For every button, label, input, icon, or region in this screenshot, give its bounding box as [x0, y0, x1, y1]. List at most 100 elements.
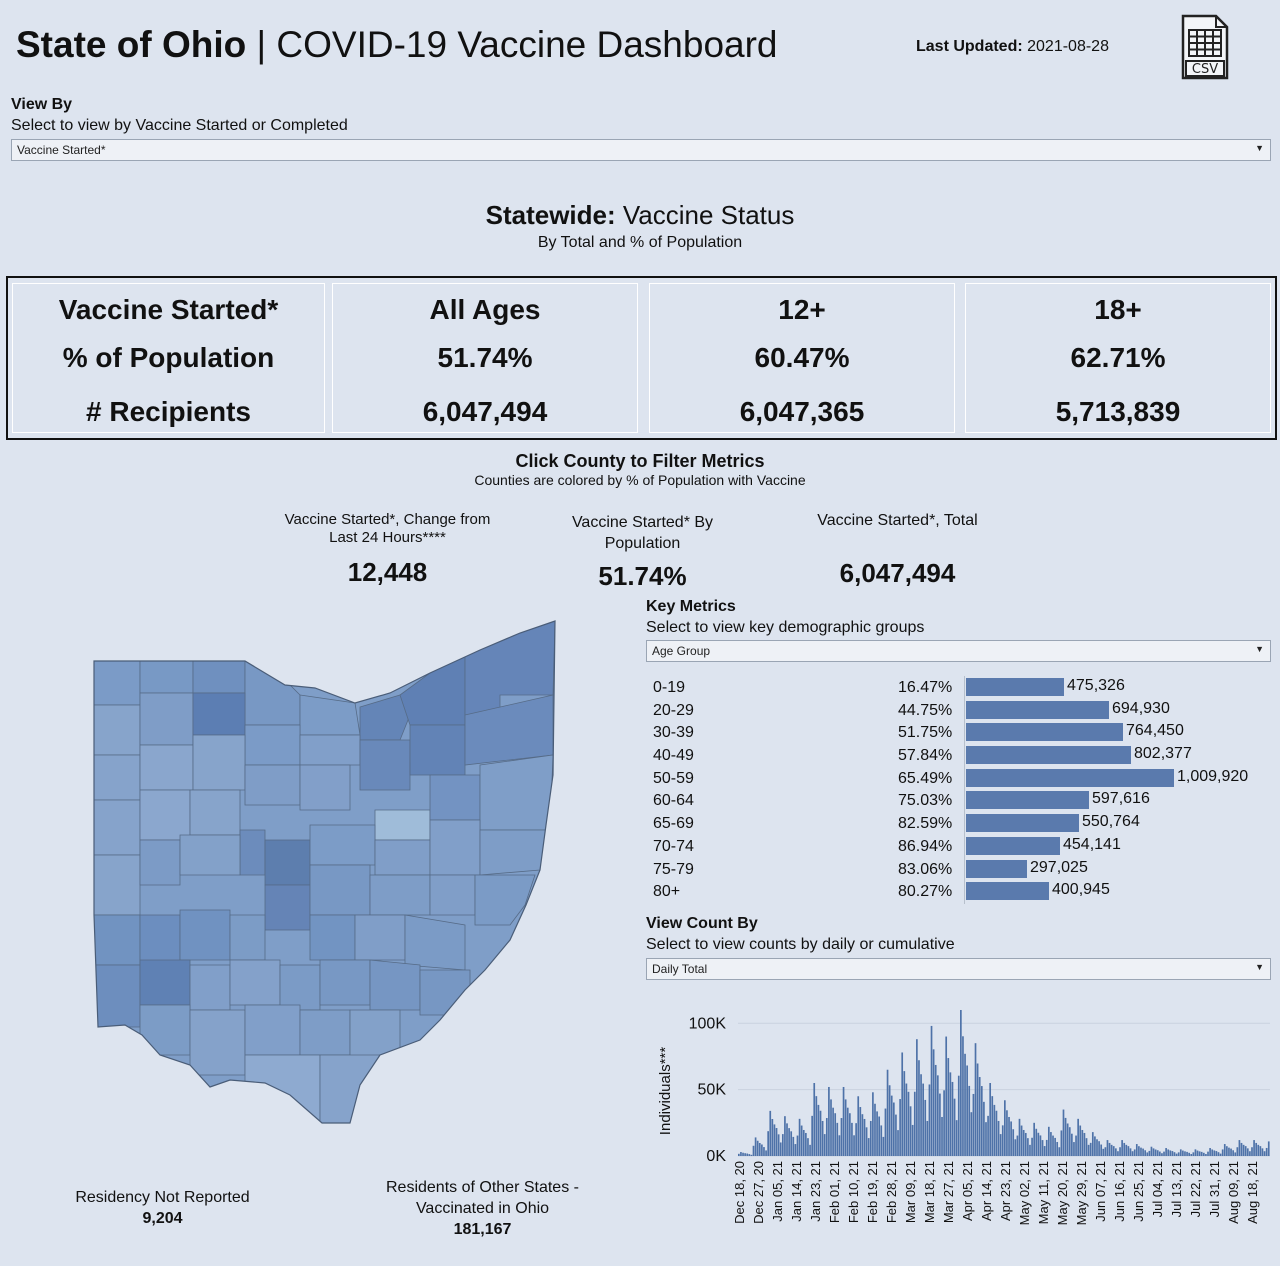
county[interactable]	[349, 1009, 401, 1061]
age-group-bar[interactable]	[966, 746, 1131, 765]
county[interactable]	[189, 1009, 246, 1076]
daily-bar	[815, 1096, 818, 1156]
daily-bar	[1161, 1153, 1163, 1156]
county[interactable]	[139, 744, 194, 791]
county[interactable]	[94, 914, 141, 966]
age-group-row[interactable]: 75-79 83.06% 297,025	[646, 858, 1266, 881]
daily-bar	[1140, 1147, 1142, 1156]
age-group-row[interactable]: 80+ 80.27% 400,945	[646, 880, 1266, 903]
county[interactable]	[139, 660, 194, 694]
county[interactable]	[139, 1004, 191, 1056]
county[interactable]	[309, 864, 371, 916]
county[interactable]	[94, 964, 141, 1028]
county[interactable]	[374, 839, 431, 876]
age-group-bar[interactable]	[966, 836, 1060, 855]
county[interactable]	[369, 959, 421, 1011]
county[interactable]	[179, 909, 231, 961]
county[interactable]	[399, 654, 466, 726]
county[interactable]	[192, 692, 246, 736]
county[interactable]	[179, 834, 241, 876]
county[interactable]	[279, 964, 321, 1011]
county[interactable]	[229, 914, 266, 961]
age-group-row[interactable]: 20-29 44.75% 694,930	[646, 699, 1266, 722]
county[interactable]	[319, 959, 371, 1006]
daily-bar	[1175, 1153, 1178, 1156]
daily-vaccinations-chart[interactable]: Individuals*** 0K 50K 100K Dec 18, 20 Dec 27,…	[650, 1000, 1275, 1250]
county[interactable]	[192, 734, 246, 791]
age-group-bar[interactable]	[966, 882, 1049, 901]
county[interactable]	[139, 959, 191, 1006]
county[interactable]	[264, 884, 311, 931]
county[interactable]	[299, 734, 361, 766]
county[interactable]	[244, 1054, 321, 1123]
county[interactable]	[244, 764, 301, 806]
county[interactable]	[474, 874, 536, 926]
x-tick-label: Jan 14, 21	[789, 1161, 804, 1222]
county[interactable]	[309, 914, 356, 961]
daily-bar	[1031, 1137, 1033, 1156]
key-metrics-sub: Select to view key demographic groups	[646, 619, 925, 636]
age-group-count: 597,616	[1092, 790, 1150, 808]
key-metrics-select[interactable]: Age Group ▼	[646, 640, 1271, 662]
county[interactable]	[139, 839, 181, 886]
age-group-bars[interactable]: 0-19 16.47% 475,326 20-29 44.75% 694,930 30-39…	[646, 676, 1266, 903]
county[interactable]	[139, 914, 181, 966]
age-group-bar[interactable]	[966, 723, 1123, 742]
age-group-row[interactable]: 65-69 82.59% 550,764	[646, 812, 1266, 835]
age-group-bar[interactable]	[966, 859, 1027, 878]
county[interactable]	[479, 829, 547, 876]
age-group-row[interactable]: 50-59 65.49% 1,009,920	[646, 767, 1266, 790]
county[interactable]	[94, 704, 141, 756]
county[interactable]	[94, 660, 141, 706]
county[interactable]	[409, 724, 466, 776]
x-tick-label: May 20, 21	[1055, 1161, 1070, 1225]
county[interactable]	[244, 724, 301, 766]
county[interactable]	[354, 914, 406, 961]
county[interactable]	[429, 819, 481, 876]
age-group-bar[interactable]	[966, 768, 1174, 787]
county[interactable]	[374, 809, 431, 841]
csv-download-icon[interactable]: CSV	[1180, 14, 1230, 80]
county[interactable]	[429, 874, 476, 916]
county[interactable]	[299, 764, 351, 811]
county[interactable]	[94, 799, 141, 856]
daily-bar	[832, 1107, 834, 1156]
view-count-select[interactable]: Daily Total ▼	[646, 958, 1271, 980]
county[interactable]	[192, 660, 246, 694]
age-group-bar[interactable]	[966, 700, 1109, 719]
county[interactable]	[299, 1009, 351, 1056]
county[interactable]	[404, 914, 466, 971]
view-by-select[interactable]: Vaccine Started* ▼	[11, 139, 1271, 161]
daily-bar	[752, 1145, 755, 1156]
county[interactable]	[359, 694, 411, 741]
county[interactable]	[319, 1054, 381, 1123]
county[interactable]	[229, 959, 281, 1006]
county[interactable]	[309, 824, 376, 866]
county[interactable]	[189, 964, 231, 1011]
county[interactable]	[139, 789, 191, 841]
county[interactable]	[479, 754, 554, 831]
county[interactable]	[264, 839, 311, 886]
daily-bar	[1085, 1138, 1088, 1156]
county[interactable]	[244, 660, 301, 726]
county[interactable]	[94, 754, 141, 801]
age-group-row[interactable]: 30-39 51.75% 764,450	[646, 721, 1266, 744]
age-group-row[interactable]: 70-74 86.94% 454,141	[646, 835, 1266, 858]
county[interactable]	[239, 829, 266, 876]
age-group-bar[interactable]	[966, 678, 1064, 696]
status-header: 18+	[1094, 294, 1142, 325]
county[interactable]	[139, 692, 194, 746]
daily-bar	[840, 1118, 843, 1156]
ohio-county-map[interactable]	[80, 615, 570, 1135]
county[interactable]	[189, 789, 241, 836]
county[interactable]	[359, 739, 411, 791]
county[interactable]	[429, 774, 481, 821]
county[interactable]	[244, 1004, 301, 1056]
county[interactable]	[369, 874, 431, 916]
age-group-row[interactable]: 0-19 16.47% 475,326	[646, 676, 1266, 699]
age-group-bar[interactable]	[966, 791, 1089, 810]
county[interactable]	[94, 854, 141, 916]
age-group-row[interactable]: 60-64 75.03% 597,616	[646, 789, 1266, 812]
age-group-bar[interactable]	[966, 814, 1079, 833]
age-group-row[interactable]: 40-49 57.84% 802,377	[646, 744, 1266, 767]
